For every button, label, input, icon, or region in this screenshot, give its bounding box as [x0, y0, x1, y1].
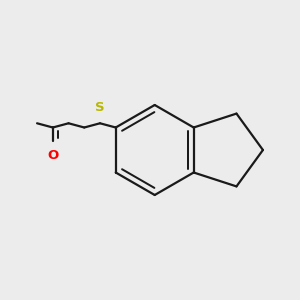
Text: O: O: [47, 149, 58, 162]
Text: S: S: [95, 101, 105, 114]
